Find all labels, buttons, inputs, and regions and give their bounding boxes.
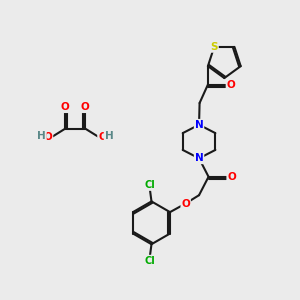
Text: O: O xyxy=(81,102,90,112)
Text: H: H xyxy=(105,131,113,141)
Text: S: S xyxy=(210,42,218,52)
Text: O: O xyxy=(98,132,107,142)
Text: Cl: Cl xyxy=(145,256,155,266)
Text: O: O xyxy=(227,172,236,182)
Text: O: O xyxy=(181,199,190,208)
Text: H: H xyxy=(37,131,46,141)
Text: O: O xyxy=(61,102,70,112)
Text: O: O xyxy=(44,132,52,142)
Text: O: O xyxy=(227,80,236,90)
Text: N: N xyxy=(195,153,203,163)
Text: N: N xyxy=(195,120,203,130)
Text: Cl: Cl xyxy=(145,180,155,190)
